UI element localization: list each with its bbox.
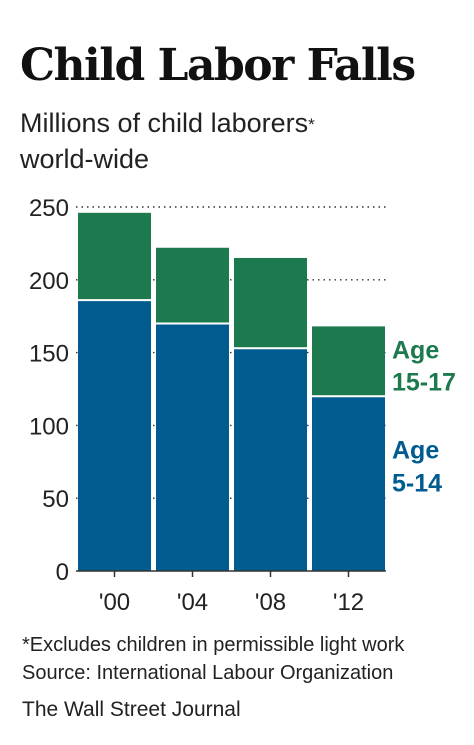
series-label-age-15-17: Age [392, 336, 439, 364]
footnote: *Excludes children in permissible light … [22, 634, 405, 656]
chart-title: Child Labor Falls [20, 40, 416, 91]
y-tick-label: 100 [29, 413, 69, 440]
y-tick-label: 0 [56, 559, 69, 586]
series-label-age-5-14: Age [392, 436, 439, 464]
subtitle-line1: Millions of child laborers [20, 108, 309, 138]
bar-chart: 0 50 100 150 200 250 '00 '04 '08 '12 Age 15-17 Age 5-… [29, 195, 456, 616]
y-tick-label: 200 [29, 268, 69, 295]
y-tick-label: 150 [29, 341, 69, 368]
series-label-age-5-14: 5-14 [392, 469, 442, 497]
x-tick-label: '08 [255, 589, 286, 616]
bar-age-5-14 [234, 348, 307, 571]
y-tick-label: 250 [29, 195, 69, 222]
bar-age-15-17 [234, 257, 307, 349]
bar-age-15-17 [78, 212, 151, 301]
credit-line: The Wall Street Journal [22, 698, 241, 721]
bar-age-5-14 [312, 396, 385, 571]
bar-age-5-14 [156, 323, 229, 571]
x-tick-label: '04 [177, 589, 208, 616]
subtitle-line2: world-wide [20, 144, 150, 174]
series-label-age-15-17: 15-17 [392, 368, 456, 396]
bar-age-5-14 [78, 300, 151, 571]
y-tick-label: 50 [42, 486, 69, 513]
source-note: Source: International Labour Organizatio… [22, 662, 394, 684]
x-tick-label: '12 [333, 589, 364, 616]
chart-subtitle: Millions of child laborers* world-wide [20, 105, 460, 177]
subtitle-asterisk: * [308, 115, 315, 134]
x-tick-label: '00 [99, 589, 130, 616]
bar-age-15-17 [156, 247, 229, 324]
bar-age-15-17 [312, 326, 385, 397]
